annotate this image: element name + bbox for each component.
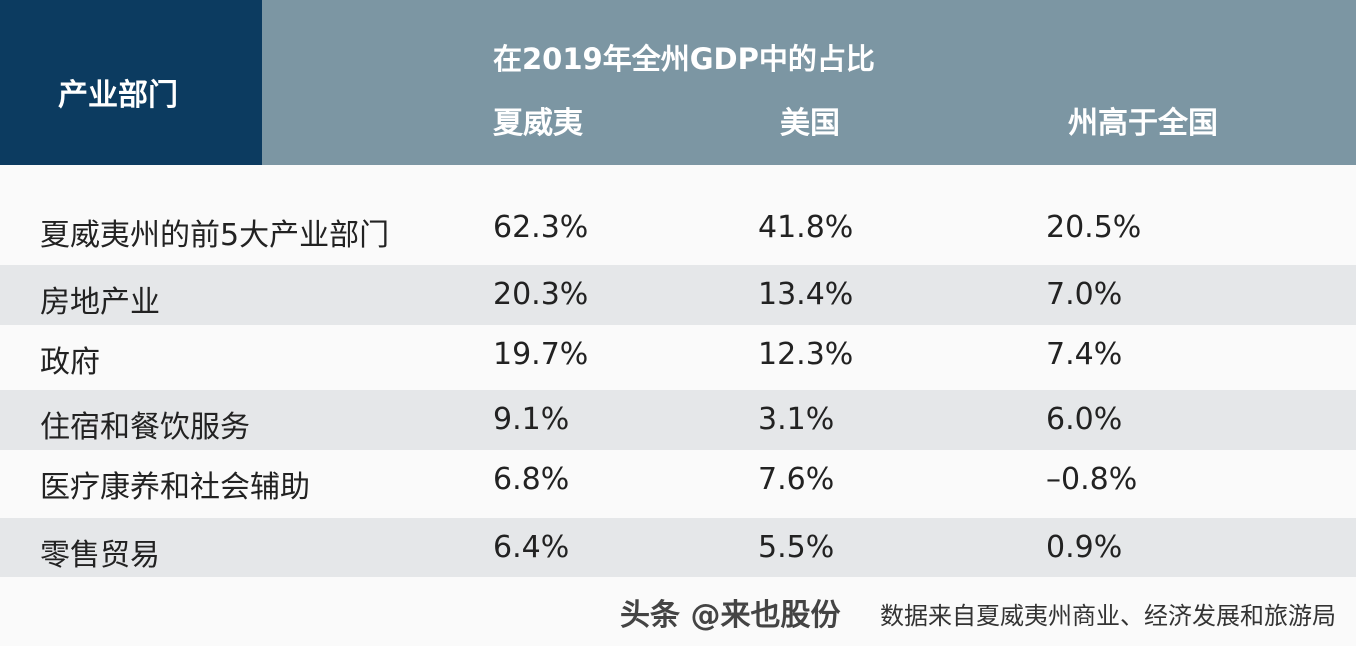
column-header-us: 美国 xyxy=(780,106,840,141)
table-cell: 20.3% xyxy=(493,277,589,312)
table-cell: 19.7% xyxy=(493,337,589,372)
row-label: 零售贸易 xyxy=(40,538,160,573)
table-cell: 6.0% xyxy=(1046,402,1123,437)
table-row: 夏威夷州的前5大产业部门 62.3% 41.8% 20.5% xyxy=(0,165,1356,265)
table-cell: 3.1% xyxy=(758,402,835,437)
table-cell: 5.5% xyxy=(758,530,835,565)
watermark: 头条 @来也股份 xyxy=(620,598,841,633)
table-cell: 13.4% xyxy=(758,277,854,312)
table-cell: 12.3% xyxy=(758,337,854,372)
row-label: 政府 xyxy=(40,345,100,380)
column-header-difference: 州高于全国 xyxy=(1068,106,1218,141)
row-label: 夏威夷州的前5大产业部门 xyxy=(40,218,390,253)
table-cell: 20.5% xyxy=(1046,210,1142,245)
table-cell: 7.6% xyxy=(758,462,835,497)
header-values-cell xyxy=(262,0,1356,165)
table-row: 房地产业 20.3% 13.4% 7.0% xyxy=(0,265,1356,325)
table-row: 零售贸易 6.4% 5.5% 0.9% xyxy=(0,518,1356,577)
header-row-label-cell: 产业部门 xyxy=(0,0,262,165)
column-header-hawaii: 夏威夷 xyxy=(493,106,583,141)
row-label: 住宿和餐饮服务 xyxy=(40,410,250,445)
table-cell: 9.1% xyxy=(493,402,570,437)
row-label: 房地产业 xyxy=(40,285,160,320)
table-cell: 7.4% xyxy=(1046,337,1123,372)
row-label-header: 产业部门 xyxy=(58,78,178,113)
table-cell: 6.8% xyxy=(493,462,570,497)
table-cell: 7.0% xyxy=(1046,277,1123,312)
table-row: 医疗康养和社会辅助 6.8% 7.6% –0.8% xyxy=(0,450,1356,518)
table-row: 住宿和餐饮服务 9.1% 3.1% 6.0% xyxy=(0,390,1356,450)
table-cell: 6.4% xyxy=(493,530,570,565)
table-cell: 0.9% xyxy=(1046,530,1123,565)
table-cell: 41.8% xyxy=(758,210,854,245)
table-row: 政府 19.7% 12.3% 7.4% xyxy=(0,325,1356,390)
table-cell: 62.3% xyxy=(493,210,589,245)
row-label: 医疗康养和社会辅助 xyxy=(40,470,310,505)
group-title: 在2019年全州GDP中的占比 xyxy=(493,42,875,76)
table-cell: –0.8% xyxy=(1046,462,1138,497)
source-note: 数据来自夏威夷州商业、经济发展和旅游局 xyxy=(880,602,1336,630)
